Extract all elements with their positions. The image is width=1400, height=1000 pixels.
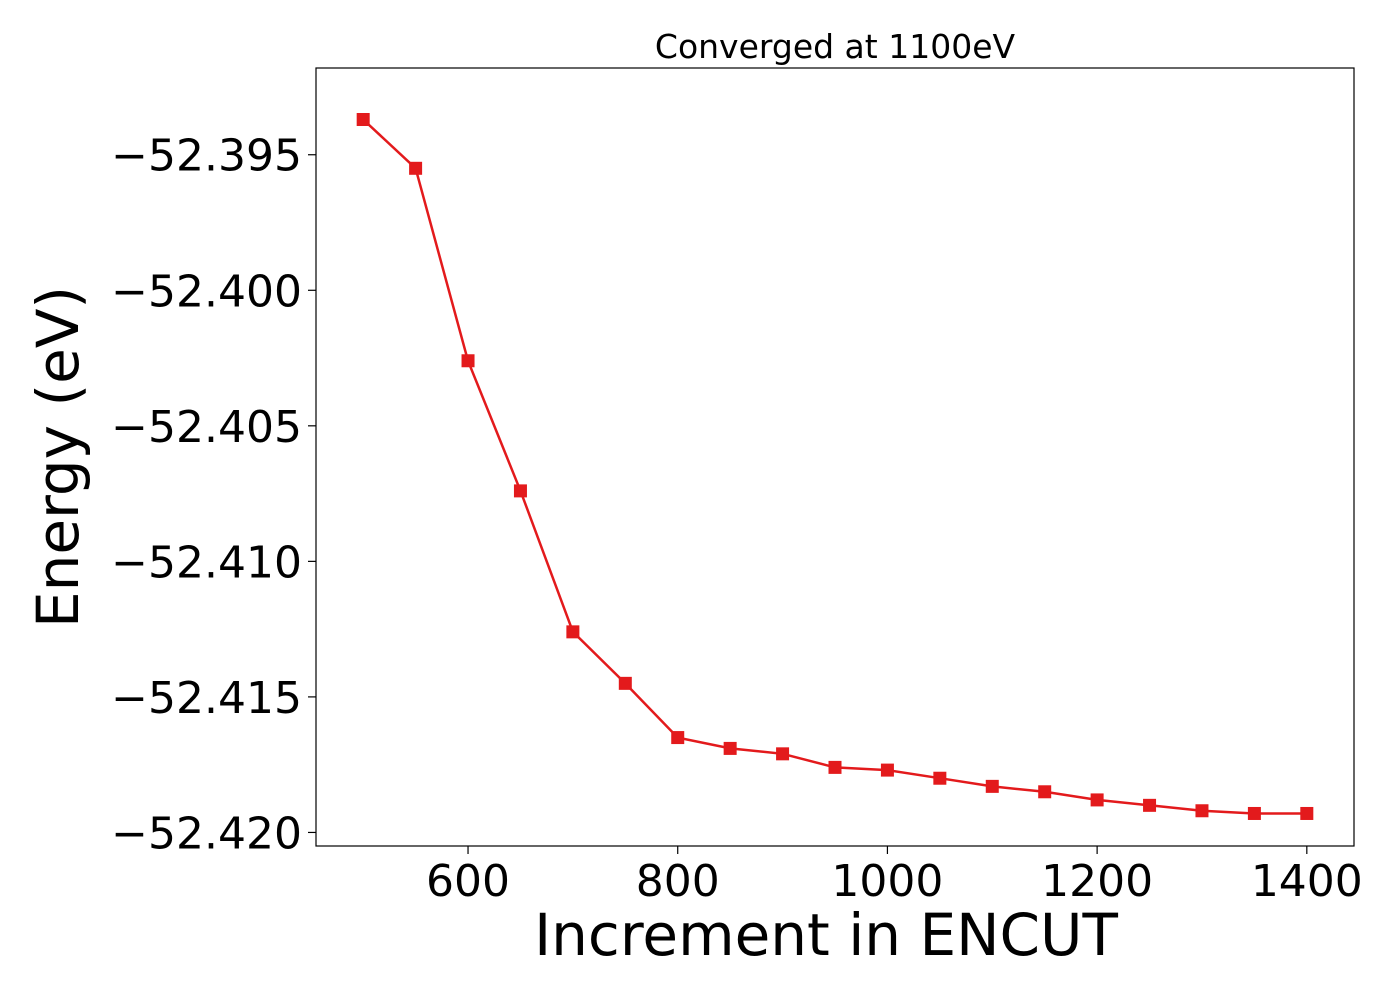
y-axis-label: Energy (eV)	[24, 286, 92, 628]
data-point-marker	[1300, 806, 1314, 820]
series-layer	[356, 113, 1314, 820]
x-tick-label: 600	[426, 856, 510, 907]
data-point-marker	[1038, 785, 1052, 799]
data-point-marker	[671, 731, 685, 745]
data-point-marker	[618, 676, 632, 690]
plot-area	[315, 67, 1355, 847]
x-tick-label: 800	[636, 856, 720, 907]
x-axis-ticks: 600 800 1000 1200 1400	[426, 846, 1363, 907]
data-point-marker	[566, 625, 580, 639]
x-tick-label: 1400	[1251, 856, 1363, 907]
y-tick-label: −52.400	[111, 266, 302, 317]
data-point-marker	[776, 747, 790, 761]
data-point-marker	[513, 484, 527, 498]
x-tick-label: 1000	[831, 856, 943, 907]
y-tick-label: −52.415	[111, 673, 302, 724]
data-point-marker	[723, 741, 737, 755]
data-point-marker	[356, 113, 370, 127]
x-tick-label: 1200	[1041, 856, 1153, 907]
data-point-marker	[1143, 798, 1157, 812]
y-tick-label: −52.405	[111, 402, 302, 453]
data-point-marker	[880, 763, 894, 777]
data-point-marker	[1195, 804, 1209, 818]
data-point-marker	[461, 354, 475, 368]
data-point-marker	[409, 161, 423, 175]
data-point-marker	[985, 779, 999, 793]
x-axis-label: Increment in ENCUT	[534, 901, 1118, 969]
y-tick-label: −52.410	[111, 537, 302, 588]
chart-title: Converged at 1100eV	[655, 27, 1016, 66]
data-point-marker	[828, 760, 842, 774]
data-point-marker	[1247, 806, 1261, 820]
y-tick-label: −52.395	[111, 131, 302, 182]
y-axis-ticks: −52.395 −52.400 −52.405 −52.410 −52.415 −52.4…	[111, 131, 316, 859]
y-tick-label: −52.420	[111, 808, 302, 859]
data-point-marker	[933, 771, 947, 785]
data-point-marker	[1090, 793, 1104, 807]
